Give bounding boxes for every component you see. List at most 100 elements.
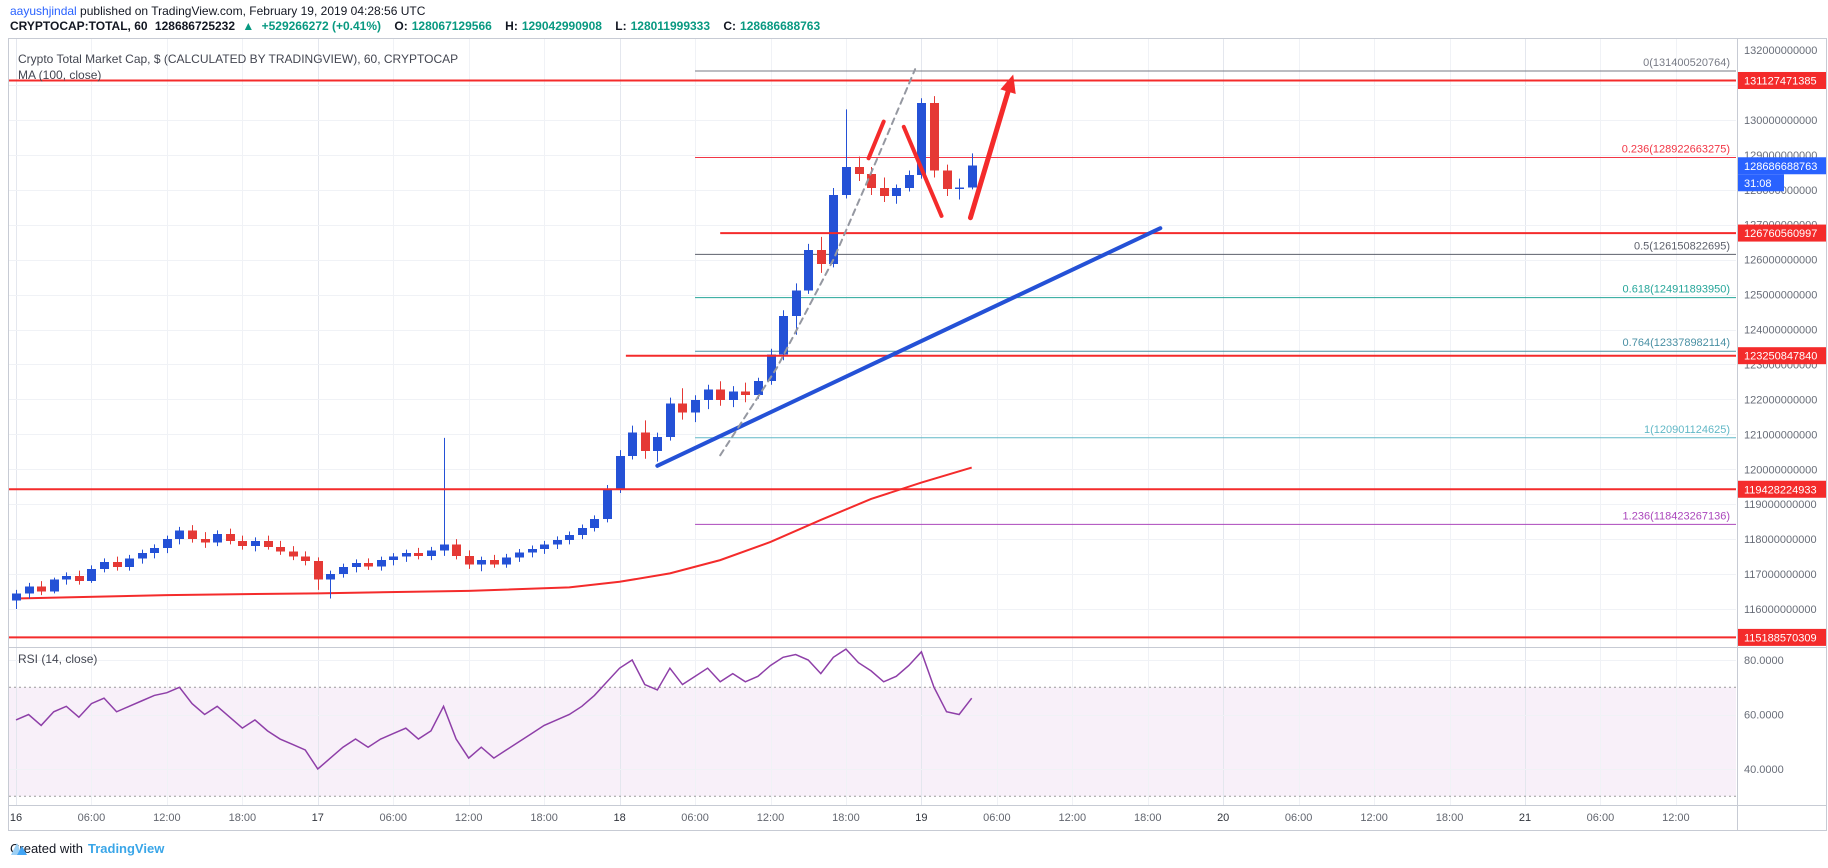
chart-canvas[interactable] xyxy=(9,38,1736,805)
candle-body xyxy=(628,432,637,457)
sr-price-badge: 119428224933 xyxy=(1738,480,1826,498)
high-value: 129042990908 xyxy=(521,19,602,33)
candle-body xyxy=(37,586,46,592)
candle-body xyxy=(817,249,826,264)
candle-body xyxy=(829,195,838,264)
candle-body xyxy=(716,389,725,401)
publish-info: published on TradingView.com, February 1… xyxy=(76,4,426,18)
candle-body xyxy=(289,551,298,557)
svg-text:128686688763: 128686688763 xyxy=(1744,161,1817,173)
drawing-line xyxy=(866,119,886,161)
time-tick-label: 20 xyxy=(1217,812,1229,824)
close-value: 128686688763 xyxy=(740,19,821,33)
low-value: 128011999333 xyxy=(630,19,711,33)
created-with-text: Created with xyxy=(10,841,83,856)
tradingview-brand-link[interactable]: TradingView xyxy=(87,841,165,856)
candle-body xyxy=(276,546,285,552)
time-tick-label: 18:00 xyxy=(1436,812,1464,824)
candle-body xyxy=(880,188,889,197)
dashed-trend-line xyxy=(719,68,917,457)
price-tick-label: 116000000000 xyxy=(1744,604,1817,616)
time-tick-label: 06:00 xyxy=(983,812,1011,824)
time-axis[interactable] xyxy=(9,806,1736,830)
candle-body xyxy=(251,540,260,547)
price-axis[interactable] xyxy=(1737,38,1828,805)
candle-body xyxy=(641,432,650,452)
candle-body xyxy=(452,544,461,556)
time-tick-label: 19 xyxy=(915,812,927,824)
candle-body xyxy=(892,188,901,197)
candle-body xyxy=(226,533,235,541)
candle-body xyxy=(930,103,939,171)
quote-line: CRYPTOCAP:TOTAL, 60 128686725232 ▲ +5292… xyxy=(10,19,824,33)
time-tick-label: 18:00 xyxy=(229,812,257,824)
drawing-arrow-shaft xyxy=(967,89,1011,221)
time-tick-label: 06:00 xyxy=(681,812,709,824)
price-tick-label: 132000000000 xyxy=(1744,45,1817,57)
fib-retracement: 0(131400520764) 0.236(128922663275) 0.5(12… xyxy=(695,57,1736,525)
price-tick-label: 124000000000 xyxy=(1744,325,1817,337)
candle-body xyxy=(678,403,687,413)
candle-body xyxy=(477,560,486,565)
svg-text:126760560997: 126760560997 xyxy=(1744,228,1817,240)
candle-body xyxy=(75,575,84,582)
last-price-badge: 128686688763 xyxy=(1738,157,1826,175)
svg-text:131127471385: 131127471385 xyxy=(1744,75,1817,87)
candle-body xyxy=(163,539,172,548)
candle-body xyxy=(377,560,386,567)
candle-body xyxy=(389,556,398,561)
price-tick-label: 118000000000 xyxy=(1744,534,1817,546)
fib-label: 0(131400520764) xyxy=(1643,57,1730,69)
candle-body xyxy=(402,553,411,557)
candle-body xyxy=(62,575,71,580)
candle-body xyxy=(465,555,474,565)
sr-price-badge: 115188570309 xyxy=(1738,628,1826,646)
time-tick-label: 12:00 xyxy=(1059,812,1087,824)
price-tick-label: 119000000000 xyxy=(1744,499,1817,511)
candle-body xyxy=(188,530,197,540)
candle-body xyxy=(968,165,977,188)
price-tick-label: 130000000000 xyxy=(1744,115,1817,127)
candle-body xyxy=(150,547,159,554)
price-tick-label: 120000000000 xyxy=(1744,464,1817,476)
candle-body xyxy=(326,574,335,580)
ma-indicator-label: MA (100, close) xyxy=(18,68,102,82)
candle-body xyxy=(213,533,222,543)
time-tick-label: 06:00 xyxy=(1587,812,1615,824)
time-tick-label: 12:00 xyxy=(153,812,181,824)
candle-body xyxy=(653,437,662,452)
last-value: 128686725232 xyxy=(154,19,236,33)
change-value: +529266272 (+0.41%) xyxy=(261,19,382,33)
rsi-tick-label: 60.0000 xyxy=(1744,710,1784,722)
time-tick-label: 12:00 xyxy=(1360,812,1388,824)
candle-body xyxy=(540,544,549,549)
candle-body xyxy=(905,175,914,189)
time-tick-label: 18:00 xyxy=(1134,812,1162,824)
candle-body xyxy=(100,561,109,569)
drawing-line xyxy=(901,124,944,218)
candle-body xyxy=(528,548,537,553)
time-tick-label: 21 xyxy=(1519,812,1531,824)
symbol-title: CRYPTOCAP:TOTAL, 60 xyxy=(10,19,148,33)
candlestick-series xyxy=(12,96,977,610)
time-tick-label: 18:00 xyxy=(832,812,860,824)
candle-body xyxy=(25,586,34,594)
candle-body xyxy=(427,550,436,556)
candle-body xyxy=(201,539,210,543)
candle-body xyxy=(767,354,776,382)
rsi-indicator-label: RSI (14, close) xyxy=(18,652,98,666)
svg-text:119428224933: 119428224933 xyxy=(1744,484,1817,496)
candle-body xyxy=(175,530,184,540)
candle-body xyxy=(754,381,763,396)
candle-body xyxy=(301,556,310,561)
candle-body xyxy=(138,553,147,559)
candle-body xyxy=(616,456,625,490)
low-label: L: xyxy=(615,19,627,33)
price-tick-label: 117000000000 xyxy=(1744,569,1817,581)
publisher-link[interactable]: aayushjindal xyxy=(10,4,77,18)
candle-body xyxy=(113,561,122,568)
time-tick-label: 18:00 xyxy=(530,812,558,824)
candle-body xyxy=(264,540,273,547)
open-value: 128067129566 xyxy=(411,19,492,33)
open-label: O: xyxy=(394,19,408,33)
